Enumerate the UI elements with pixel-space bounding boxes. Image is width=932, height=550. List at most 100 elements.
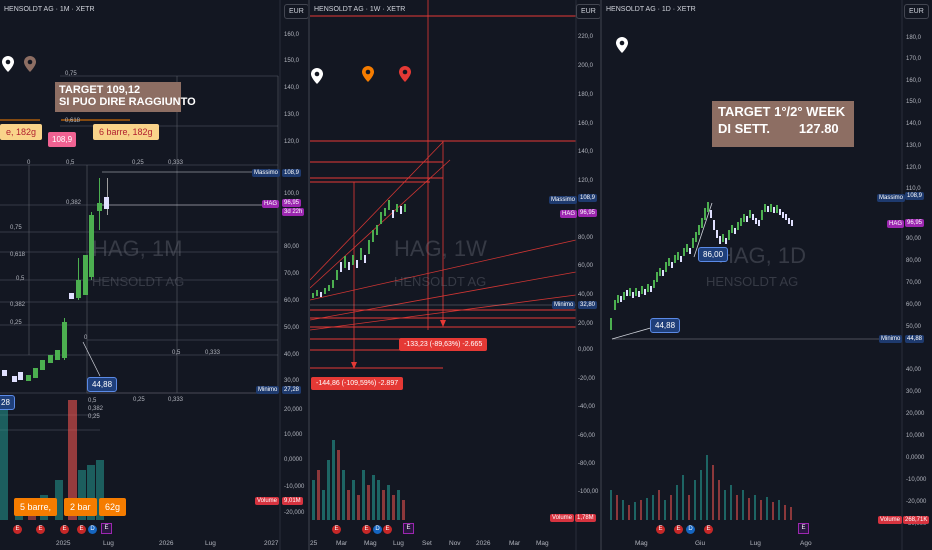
- fib-label: 0: [84, 335, 88, 341]
- y-tick: 150,0: [284, 58, 300, 64]
- earnings-event-icon[interactable]: E: [13, 525, 22, 534]
- fib-label: 0,333: [168, 397, 184, 403]
- y-tick: 70,00: [284, 271, 300, 277]
- chart-pane-monthly[interactable]: HENSOLDT AG · 1M · XETR EUR HAG, 1M HENS…: [0, 0, 308, 550]
- fib-retracement-lines: [0, 75, 279, 431]
- y-tick: 60,00: [578, 263, 594, 269]
- currency-button[interactable]: EUR: [576, 4, 600, 19]
- x-tick: 25: [310, 540, 318, 547]
- earnings-event-icon[interactable]: E: [77, 525, 86, 534]
- hag-label: HAG: [262, 200, 280, 208]
- bars-range-label[interactable]: 6 barre, 182g: [93, 124, 159, 140]
- fib-label: 0,382: [10, 302, 26, 308]
- symbol-watermark: HAG, 1W: [394, 236, 487, 261]
- y-tick: -100,00: [578, 489, 599, 495]
- arrow-head: [440, 320, 446, 327]
- location-pin-icon[interactable]: [311, 68, 323, 84]
- price-label-4488[interactable]: 44,88: [650, 318, 681, 333]
- bars-range-5[interactable]: 5 barre,: [14, 498, 58, 516]
- x-tick: Lug: [750, 540, 761, 547]
- y-tick: 0,0000: [906, 455, 925, 461]
- measure-label[interactable]: -133,23 (-89,63%) -2.665: [399, 338, 488, 351]
- chart-title: HENSOLDT AG · 1D · XETR: [606, 6, 696, 13]
- y-tick: 150,0: [906, 99, 922, 105]
- y-tick: 40,00: [906, 367, 922, 373]
- earnings-event-icon[interactable]: E: [656, 525, 665, 534]
- earnings-event-icon[interactable]: E: [36, 525, 45, 534]
- target-note[interactable]: TARGET 1°/2° WEEK DI SETT. 127.80: [712, 101, 854, 147]
- location-pin-icon[interactable]: [616, 37, 628, 53]
- target-note[interactable]: TARGET 109,12 SI PUO DIRE RAGGIUNTO: [55, 82, 196, 112]
- fib-label: 0,5: [88, 398, 97, 404]
- earnings-event-icon[interactable]: E: [362, 525, 371, 534]
- y-tick: 120,0: [578, 178, 594, 184]
- pane-divider[interactable]: [600, 0, 602, 550]
- fib-label: 0,382: [66, 200, 82, 206]
- earnings-event-icon[interactable]: E: [674, 525, 683, 534]
- measure-label[interactable]: -144,86 (-109,59%) -2.897: [311, 377, 404, 390]
- location-pin-icon[interactable]: [24, 56, 36, 72]
- currency-button[interactable]: EUR: [284, 4, 308, 19]
- minimo-label: Minimo: [879, 335, 903, 343]
- chart-pane-daily[interactable]: HENSOLDT AG · 1D · XETR EUR HAG, 1D HENS…: [602, 0, 932, 550]
- y-tick: 0,0000: [284, 457, 303, 463]
- massimo-label: Massimo: [252, 169, 281, 177]
- bars-range-label-left[interactable]: e, 182g: [0, 124, 43, 140]
- monthly-chart-svg[interactable]: [0, 0, 308, 550]
- earnings-event-icon[interactable]: E: [332, 525, 341, 534]
- volume-label: Volume: [255, 497, 280, 505]
- y-tick: 100,0: [284, 191, 300, 197]
- fib-label: 0,333: [168, 160, 184, 166]
- price-label-left[interactable]: 28: [0, 395, 15, 410]
- bars-range-2[interactable]: 2 bar: [64, 498, 97, 516]
- y-tick: 50,00: [284, 325, 300, 331]
- daily-chart-svg[interactable]: [602, 0, 932, 550]
- location-pin-icon[interactable]: [399, 66, 411, 82]
- y-tick: 200,0: [578, 63, 594, 69]
- x-tick: Mag: [635, 540, 648, 547]
- chart-pane-weekly[interactable]: HENSOLDT AG · 1W · XETR EUR HAG, 1W HENS…: [310, 0, 600, 550]
- price-label-86[interactable]: 86,00: [698, 247, 729, 262]
- hag-value: 96,95: [578, 209, 598, 217]
- price-label-108[interactable]: 108,9: [48, 132, 77, 147]
- volume-label: Volume: [878, 516, 903, 524]
- earnings-upcoming-icon[interactable]: E: [101, 523, 112, 534]
- dividend-event-icon[interactable]: D: [686, 525, 695, 534]
- y-tick: -30,000: [906, 521, 927, 527]
- earnings-event-icon[interactable]: E: [383, 525, 392, 534]
- y-tick: 80,00: [284, 244, 300, 250]
- hag-label: HAG: [560, 210, 578, 218]
- bars-range-62g[interactable]: 62g: [99, 498, 127, 516]
- target-note-line2: DI SETT. 127.80: [718, 121, 839, 136]
- price-label-4488[interactable]: 44,88: [87, 377, 118, 392]
- y-tick: 0,000: [578, 347, 594, 353]
- earnings-upcoming-icon[interactable]: E: [798, 523, 809, 534]
- dividend-event-icon[interactable]: D: [88, 525, 97, 534]
- y-tick: 160,0: [578, 121, 594, 127]
- x-tick: Lug: [205, 540, 216, 547]
- y-tick: 80,00: [906, 258, 922, 264]
- location-pin-icon[interactable]: [2, 56, 14, 72]
- y-tick: -60,00: [578, 433, 596, 439]
- location-pin-icon[interactable]: [362, 66, 374, 82]
- y-tick: -20,00: [578, 376, 596, 382]
- currency-button[interactable]: EUR: [904, 4, 929, 19]
- pane-divider[interactable]: [308, 0, 310, 550]
- chart-title: HENSOLDT AG · 1W · XETR: [314, 6, 406, 13]
- earnings-event-icon[interactable]: E: [60, 525, 69, 534]
- x-tick: 2026: [159, 540, 174, 547]
- y-tick: 10,000: [284, 432, 303, 438]
- x-tick: Mar: [509, 540, 521, 547]
- dividend-event-icon[interactable]: D: [373, 525, 382, 534]
- volume-value: 1,78M: [575, 514, 596, 522]
- fib-label: 0,618: [10, 252, 26, 258]
- y-tick: 20,000: [906, 411, 925, 417]
- y-tick: -10,000: [906, 477, 927, 483]
- earnings-upcoming-icon[interactable]: E: [403, 523, 414, 534]
- earnings-event-icon[interactable]: E: [704, 525, 713, 534]
- monthly-candles: [2, 178, 109, 382]
- weekly-chart-svg[interactable]: [310, 0, 600, 550]
- chart-title: HENSOLDT AG · 1M · XETR: [4, 6, 95, 13]
- y-tick: 40,00: [578, 292, 594, 298]
- minimo-value: 44,88: [905, 335, 925, 343]
